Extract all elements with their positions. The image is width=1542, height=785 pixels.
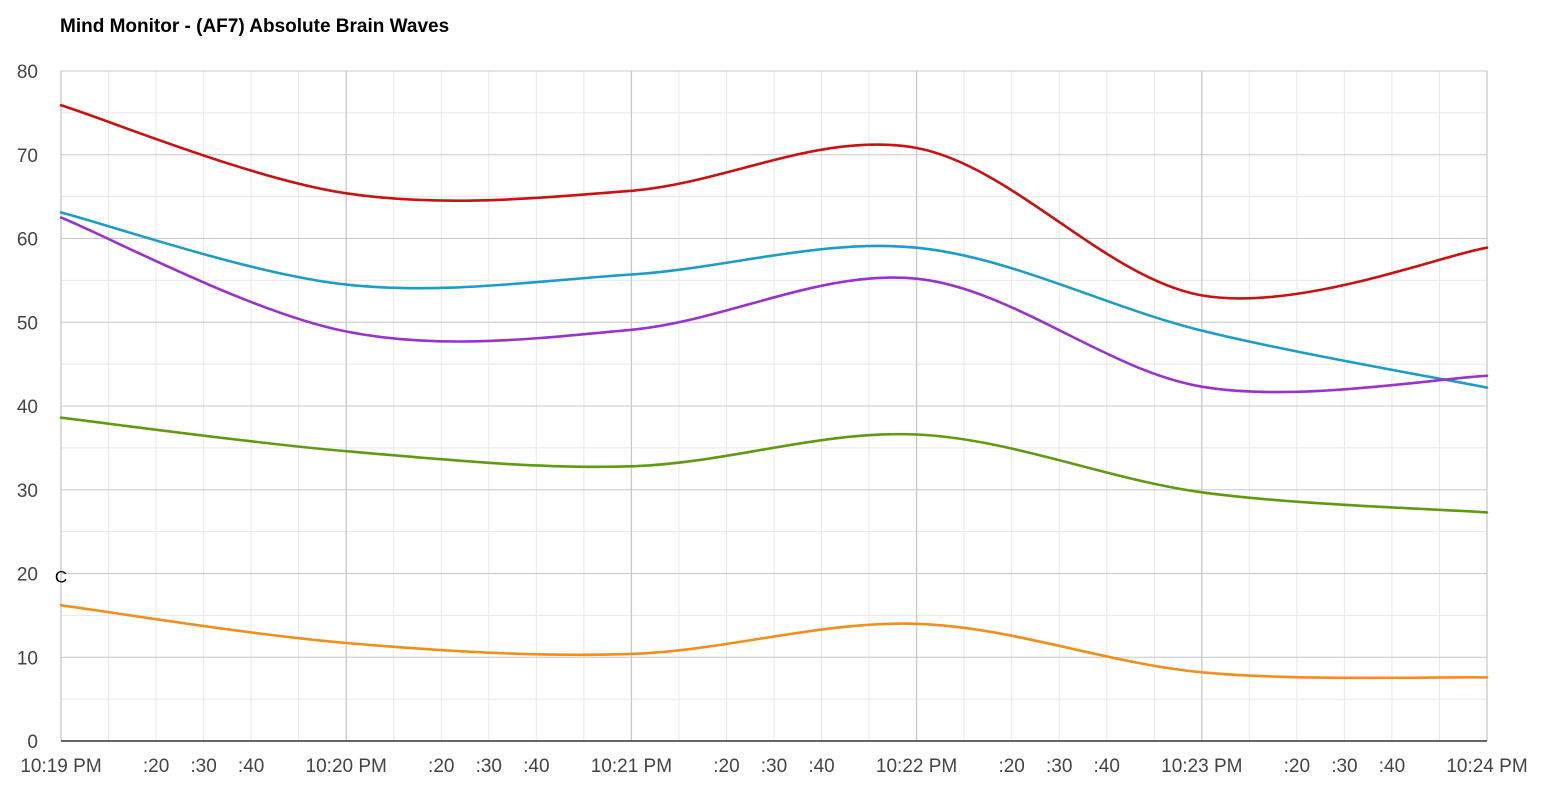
x-tick-label-major: 10:21 PM <box>591 756 672 777</box>
series-line-1[interactable] <box>59 104 1489 300</box>
x-tick-label-minor: :30 <box>190 756 216 777</box>
y-tick-label: 60 <box>17 230 38 251</box>
x-tick-label-minor: :30 <box>1046 756 1072 777</box>
x-tick-label-minor: :40 <box>238 756 264 777</box>
y-tick-label: 70 <box>17 146 38 167</box>
y-tick-label: 80 <box>17 62 38 83</box>
series-line-5[interactable] <box>59 604 1489 680</box>
x-tick-label-major: 10:22 PM <box>876 756 957 777</box>
y-tick-label: 20 <box>17 565 38 586</box>
x-tick-label-minor: :20 <box>713 756 739 777</box>
x-tick-label-major: 10:24 PM <box>1446 756 1527 777</box>
x-tick-label-minor: :20 <box>428 756 454 777</box>
x-tick-label-major: 10:19 PM <box>20 756 101 777</box>
series-line-4[interactable] <box>59 416 1489 514</box>
x-tick-label-major: 10:20 PM <box>306 756 387 777</box>
x-tick-label-minor: :30 <box>1331 756 1357 777</box>
y-tick-label: 30 <box>17 481 38 502</box>
y-tick-label: 10 <box>17 648 38 669</box>
tick-labels: 0 10 20 30 40 50 60 70 80 10:19 PM :20 :30 :40 10:20 … <box>17 62 1528 777</box>
x-tick-label-minor: :20 <box>1284 756 1310 777</box>
y-tick-label: 50 <box>17 313 38 334</box>
y-tick-label: 40 <box>17 397 38 418</box>
grid-lines <box>60 70 1488 742</box>
annotation-marker[interactable]: C <box>55 568 67 587</box>
x-tick-label-minor: :40 <box>808 756 834 777</box>
series-line-3[interactable] <box>59 216 1489 394</box>
x-tick-label-minor: :30 <box>476 756 502 777</box>
x-tick-label-minor: :40 <box>1094 756 1120 777</box>
x-tick-label-minor: :40 <box>523 756 549 777</box>
x-tick-label-minor: :40 <box>1379 756 1405 777</box>
x-tick-label-minor: :20 <box>998 756 1024 777</box>
x-tick-label-minor: :20 <box>143 756 169 777</box>
x-tick-label-major: 10:23 PM <box>1161 756 1242 777</box>
y-tick-label: 0 <box>27 732 38 753</box>
series-lines <box>59 104 1489 680</box>
chart-title: Mind Monitor - (AF7) Absolute Brain Wave… <box>60 16 450 37</box>
series-line-2[interactable] <box>59 211 1489 389</box>
x-tick-label-minor: :30 <box>761 756 787 777</box>
